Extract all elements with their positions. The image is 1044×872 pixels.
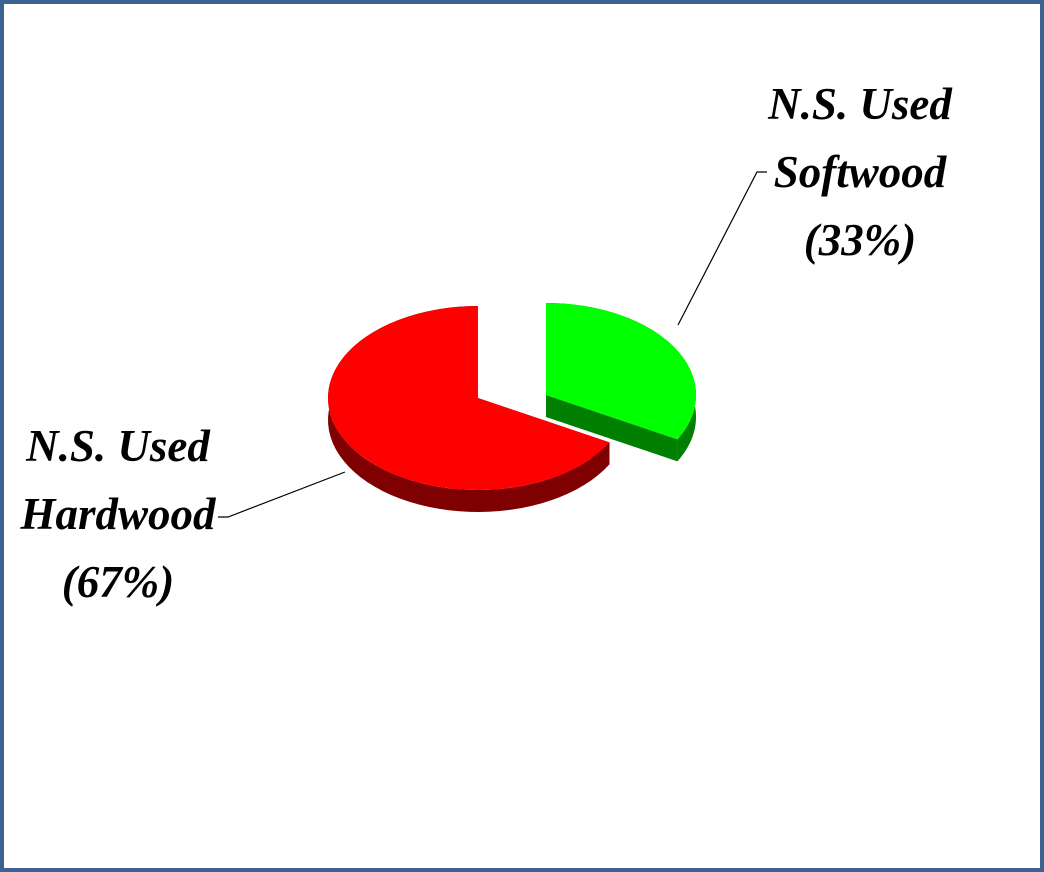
slice bbox=[328, 306, 610, 490]
category-label: N.S. Used Hardwood bbox=[20, 421, 216, 539]
leader-line bbox=[218, 471, 346, 518]
value-label: (67%) bbox=[61, 557, 175, 607]
pie bbox=[328, 303, 696, 512]
slice bbox=[546, 303, 696, 440]
data-label: N.S. Used Hardwood (67%) bbox=[8, 412, 228, 616]
value-label: (33%) bbox=[803, 215, 917, 265]
leader-line bbox=[677, 171, 767, 326]
data-label: N.S. Used Softwood (33%) bbox=[750, 70, 970, 274]
category-label: N.S. Used Softwood bbox=[768, 79, 952, 197]
slice-cut-face bbox=[546, 395, 678, 462]
